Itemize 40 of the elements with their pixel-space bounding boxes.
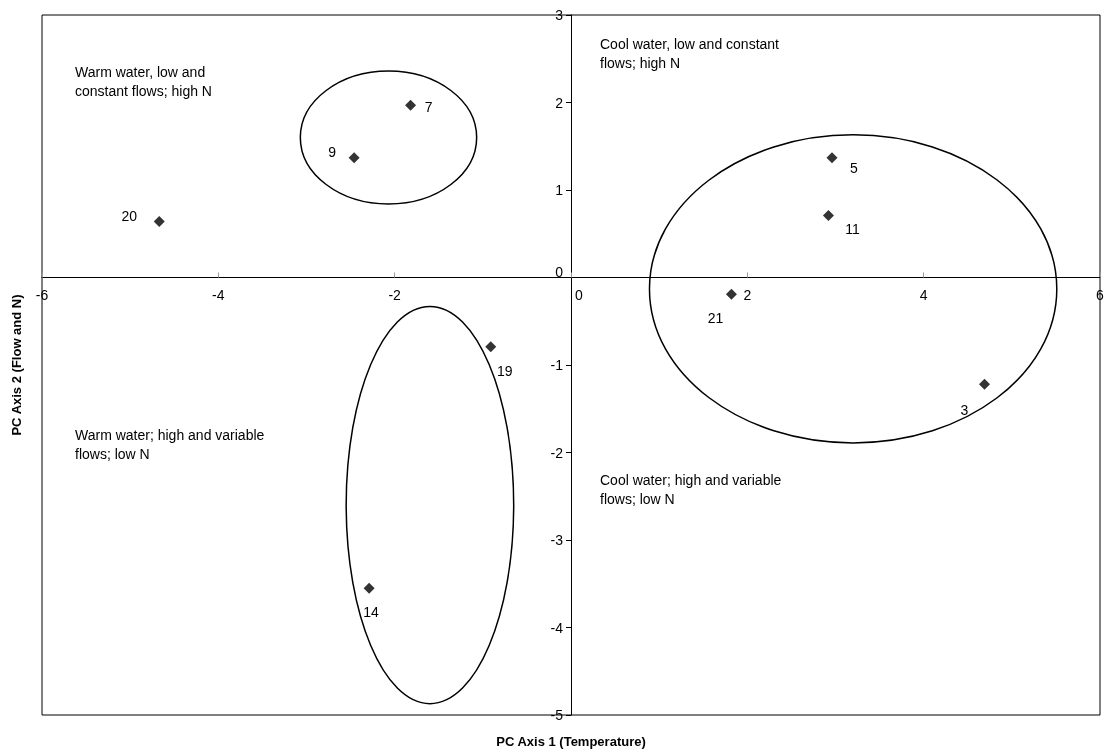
annotation: 9 bbox=[328, 143, 337, 160]
annotation: 11 bbox=[845, 221, 860, 238]
point bbox=[348, 152, 360, 164]
point bbox=[979, 378, 990, 390]
y-tick-label: -2 bbox=[550, 444, 564, 461]
x-tick-label: -6 bbox=[35, 286, 49, 303]
annotation: 20 bbox=[121, 207, 138, 224]
annotation: 5 bbox=[850, 159, 859, 176]
x-tick-label: -2 bbox=[388, 286, 402, 303]
annotation: 7 bbox=[424, 99, 433, 116]
y-tick-label: 3 bbox=[555, 7, 564, 23]
x-axis-title: PC Axis 1 (Temperature) bbox=[496, 733, 646, 749]
y-tick-label: -5 bbox=[550, 707, 564, 723]
point bbox=[822, 209, 834, 221]
annotation: 14 bbox=[363, 604, 380, 621]
point bbox=[153, 216, 165, 227]
point bbox=[363, 582, 375, 594]
point bbox=[826, 152, 838, 164]
point bbox=[405, 99, 417, 111]
annotation: 19 bbox=[496, 362, 513, 379]
point bbox=[725, 288, 737, 300]
y-axis-title: PC Axis 2 (Flow and N) bbox=[8, 294, 24, 436]
x-tick-label: 0 bbox=[575, 286, 584, 303]
x-tick-label: 4 bbox=[919, 286, 928, 303]
annotation: Warm water; high and variable flows; low N bbox=[75, 426, 269, 462]
x-tick-label: 2 bbox=[743, 286, 752, 303]
annotation: 21 bbox=[707, 310, 724, 327]
annotation: Warm water, low and constant flows; high N bbox=[75, 63, 212, 99]
annotation: Cool water; high and variable flows; low N bbox=[600, 471, 786, 507]
y-tick-label: -4 bbox=[550, 619, 564, 636]
annotation: Cool water, low and constant flows; high N bbox=[600, 35, 783, 71]
x-tick-label: -4 bbox=[212, 286, 225, 303]
annotation: 3 bbox=[960, 402, 969, 419]
y-tick-label: 0 bbox=[555, 264, 564, 280]
point bbox=[485, 341, 497, 353]
y-tick-label: 2 bbox=[555, 94, 564, 111]
y-tick-label: -3 bbox=[550, 532, 564, 548]
y-tick-label: 1 bbox=[555, 182, 564, 198]
x-tick-label: 6 bbox=[1096, 286, 1105, 303]
y-tick-label: -1 bbox=[550, 357, 564, 373]
